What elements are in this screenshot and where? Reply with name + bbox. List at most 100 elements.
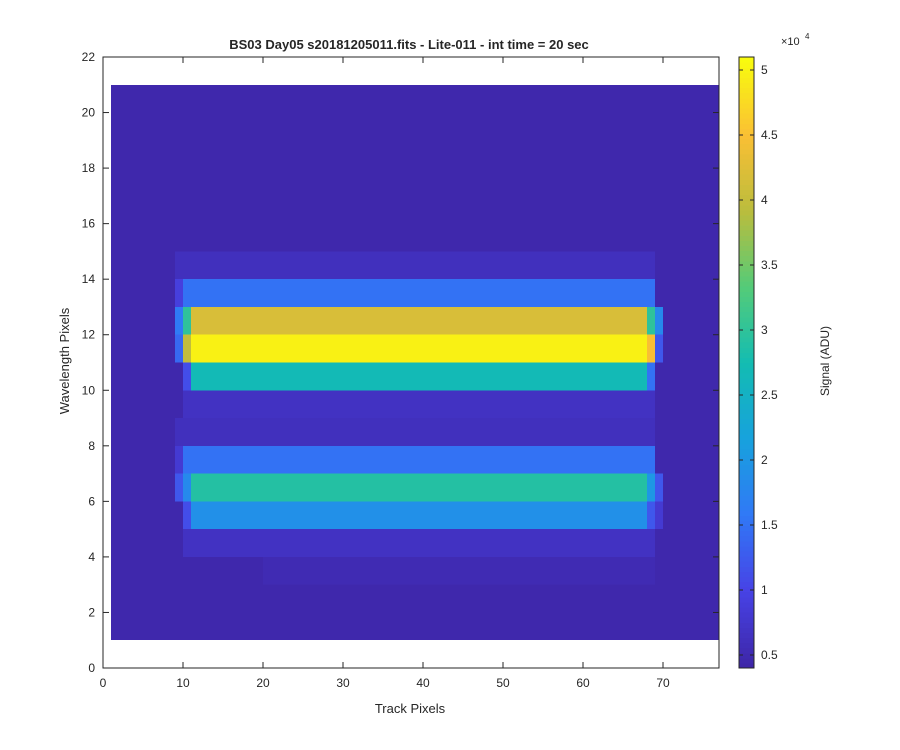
colorbar-segment [739,158,754,165]
heatmap-edge-cell [655,473,663,502]
heatmap-band-cell [191,334,655,363]
colorbar-segment [739,520,754,527]
colorbar-segment [739,342,754,348]
colorbar-segment [739,270,754,277]
colorbar-segment [739,62,754,68]
y-tick-label: 18 [82,161,96,175]
colorbar-segment [739,235,754,241]
colorbar-segment [739,647,754,654]
colorbar-segment [739,489,754,496]
colorbar-segment [739,540,754,547]
heatmap-edge-cell [183,501,191,530]
colorbar-segment [739,499,754,506]
colorbar-segment [739,586,754,593]
colorbar-segment [739,576,754,583]
y-tick-label: 10 [82,383,96,397]
x-tick-label: 60 [576,676,590,690]
x-tick-label: 30 [336,676,350,690]
colorbar-segment [739,275,754,282]
colorbar-segment [739,143,754,150]
colorbar [738,56,755,669]
heatmap-faint-cell [175,251,655,280]
heatmap-edge-cell [175,334,183,363]
colorbar-segment [739,617,754,623]
colorbar-segment [739,530,754,537]
colorbar-segment [739,606,754,613]
heatmap-edge-cell [175,445,183,474]
colorbar-segment [739,367,754,374]
y-tick-label: 16 [82,217,96,231]
colorbar-segment [739,581,754,588]
colorbar-segment [739,362,754,369]
colorbar-segment [739,632,754,639]
colorbar-segment [739,153,754,160]
colorbar-segment [739,281,754,287]
chart-title: BS03 Day05 s20181205011.fits - Lite-011 … [229,37,589,52]
colorbar-segment [739,545,754,552]
colorbar-segment [739,479,754,486]
colorbar-segment [739,204,754,211]
colorbar-segment [739,337,754,343]
colorbar-segment [739,179,754,185]
colorbar-segment [739,199,754,206]
colorbar-segment [739,219,754,226]
colorbar-segment [739,148,754,155]
colorbar-segment [739,403,754,409]
colorbar-segment [739,123,754,129]
colorbar-segment [739,240,754,246]
heatmap-faint-cell [183,529,655,557]
colorbar-segment [739,107,754,114]
colorbar-segment [739,433,754,440]
heatmap-faint-cell [175,418,655,446]
colorbar-tick-label: 1 [761,583,768,597]
colorbar-segment [739,265,754,272]
colorbar-segment [739,92,754,99]
colorbar-segment [739,209,754,216]
colorbar-segment [739,377,754,384]
heatmap-edge-cell [183,362,191,391]
y-tick-label: 4 [88,550,95,564]
heatmap-edge-cell [183,334,191,363]
y-tick-label: 2 [88,605,95,619]
heatmap-band-cell [191,306,655,335]
colorbar-segment [739,662,754,669]
colorbar-segment [739,601,754,608]
axes-box [102,56,720,669]
colorbar-segment [739,454,754,460]
colorbar-segment [739,464,754,471]
colorbar-segment [739,67,754,73]
colorbar-segment [739,331,754,338]
heatmap-edge-cell [647,501,655,530]
heatmap-edge-cell [655,334,663,363]
colorbar-segment [739,169,754,175]
colorbar-tick-label: 3 [761,323,768,337]
colorbar-label: Signal (ADU) [818,326,832,396]
heatmap-cells [111,84,719,641]
colorbar-segment [739,591,754,598]
colorbar-segment [739,301,754,308]
colorbar-segment [739,413,754,420]
colorbar-segment [739,611,754,618]
colorbar-segment [739,194,754,201]
colorbar-segment [739,596,754,603]
colorbar-segment [739,133,754,140]
colorbar-segment [739,428,754,435]
colorbar-segment [739,316,754,323]
colorbar-segment [739,525,754,532]
colorbar-segment [739,423,754,430]
colorbar-segment [739,484,754,491]
colorbar-segment [739,255,754,262]
heatmap-edge-cell [655,306,663,335]
x-tick-label: 70 [656,676,670,690]
colorbar-frame [738,56,755,669]
heatmap-band-cell [191,501,655,530]
colorbar-segment [739,393,754,399]
y-tick-label: 20 [82,106,96,120]
colorbar-segment [739,214,754,221]
y-axis-label: Wavelength Pixels [57,307,72,414]
heatmap-edge-cell [647,362,655,391]
colorbar-segment [739,398,754,404]
colorbar-segment [739,291,754,297]
colorbar-segment [739,352,754,359]
